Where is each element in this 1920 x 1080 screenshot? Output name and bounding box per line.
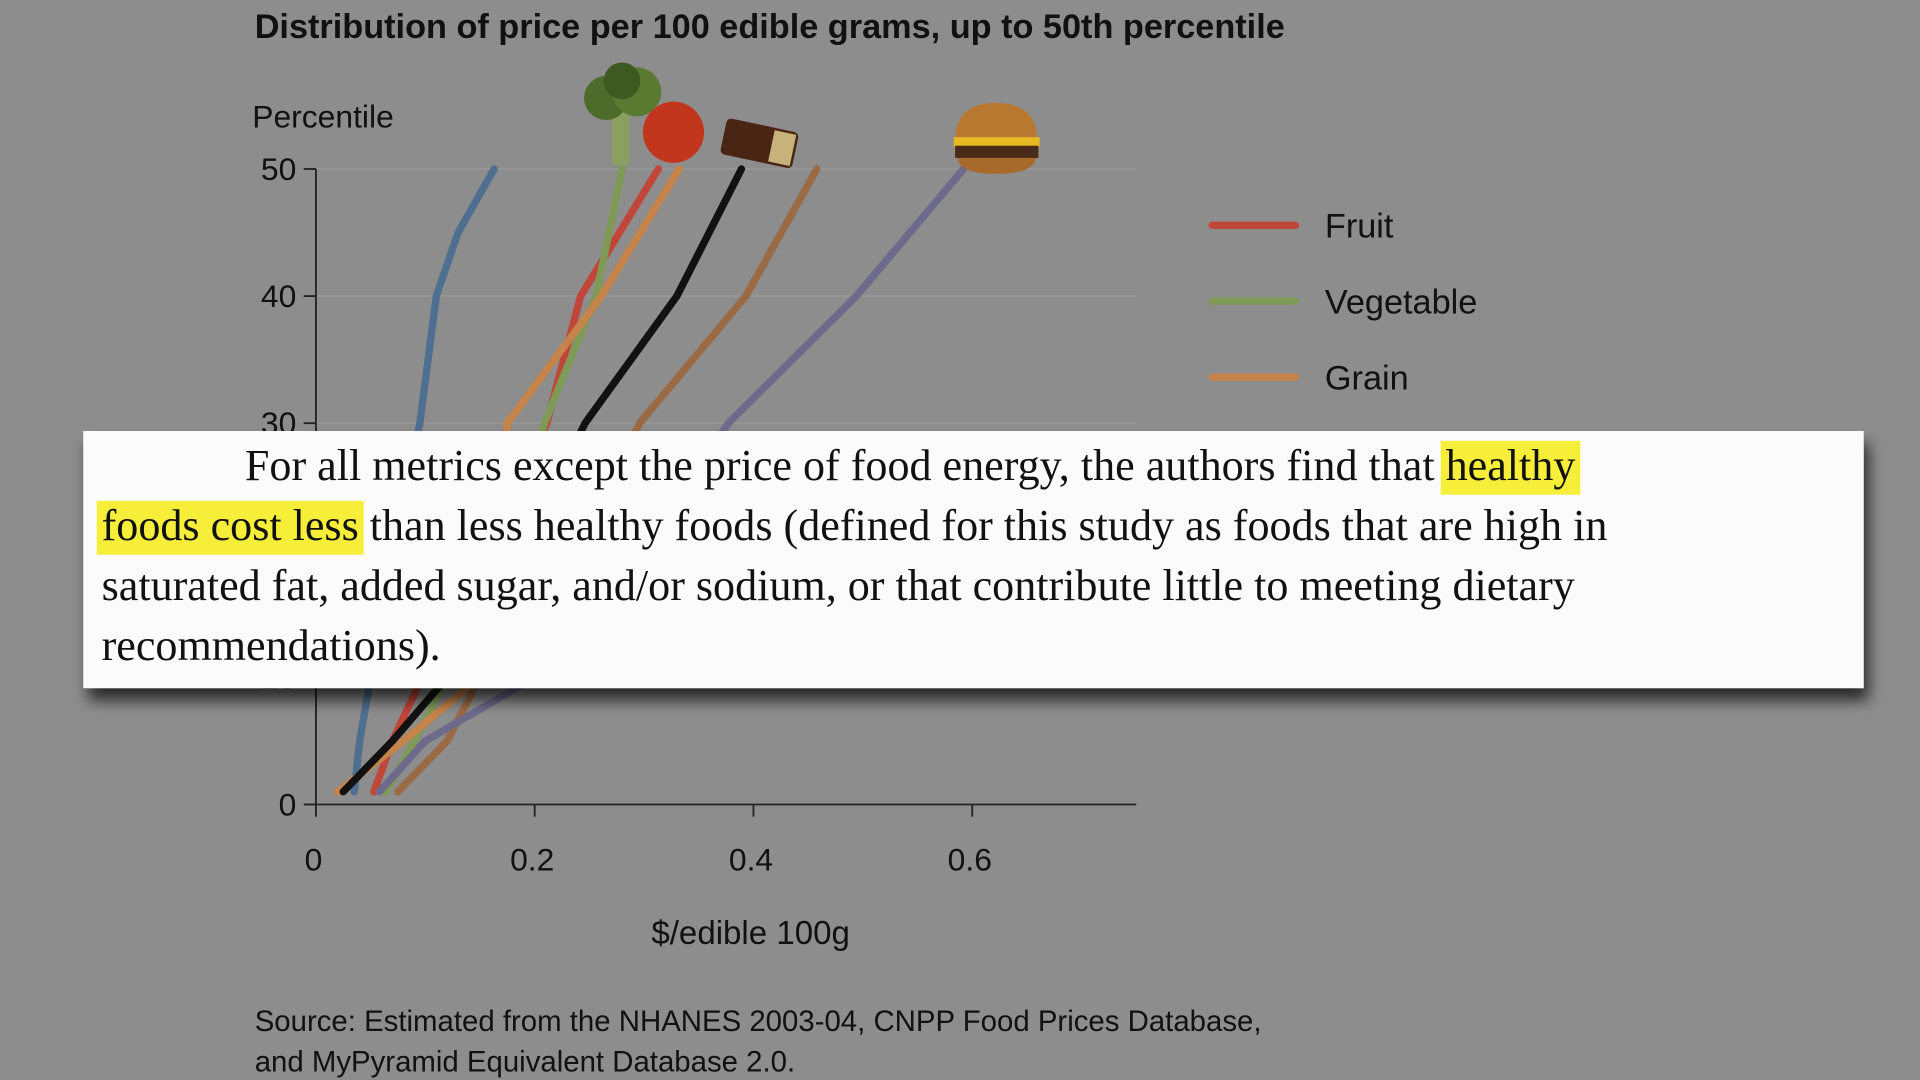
excerpt-text: For all metrics except the price of food… <box>245 441 1446 490</box>
x-tick-label: 0.4 <box>729 842 773 878</box>
broccoli-icon <box>584 62 662 166</box>
excerpt-text: foods cost less <box>102 501 359 550</box>
x-tick-label: 0.6 <box>948 842 992 878</box>
burger-icon <box>953 102 1040 174</box>
x-axis-label: $/edible 100g <box>651 915 849 952</box>
x-tick-label: 0 <box>305 842 323 878</box>
excerpt-text: recommendations). <box>102 621 441 670</box>
source: Source: Estimated from the NHANES 2003-0… <box>255 1005 1262 1038</box>
y-tick-label: 40 <box>261 278 296 314</box>
excerpt-text: than less healthy foods (defined for thi… <box>359 501 1608 550</box>
legend-label: Fruit <box>1325 208 1394 246</box>
excerpt-text: saturated fat, added sugar, and/or sodiu… <box>102 561 1575 610</box>
candy-icon <box>720 118 799 168</box>
patty <box>955 145 1039 158</box>
wrapper <box>768 130 797 166</box>
chart-title: Distribution of price per 100 edible gra… <box>255 8 1285 46</box>
x-tick-label: 0.2 <box>510 842 554 878</box>
y-tick-label: 50 <box>261 151 296 187</box>
legend-label: Vegetable <box>1325 283 1477 321</box>
source: and MyPyramid Equivalent Database 2.0. <box>255 1045 795 1078</box>
highlight <box>1440 440 1581 495</box>
food-icons <box>584 62 1040 174</box>
y-tick-label: 0 <box>279 787 297 823</box>
floret <box>603 62 641 100</box>
excerpt: For all metrics except the price of food… <box>96 440 1608 670</box>
legend: Fruit Vegetable Grain <box>1208 208 1477 397</box>
legend-label: Grain <box>1325 359 1409 397</box>
cheese <box>953 137 1040 147</box>
apple-icon <box>642 101 705 163</box>
bun <box>957 157 1036 174</box>
excerpt-text: healthy <box>1446 441 1576 490</box>
highlight <box>96 500 364 555</box>
stem <box>612 110 630 166</box>
y-axis-label: Percentile <box>252 98 394 134</box>
bun <box>955 102 1038 138</box>
